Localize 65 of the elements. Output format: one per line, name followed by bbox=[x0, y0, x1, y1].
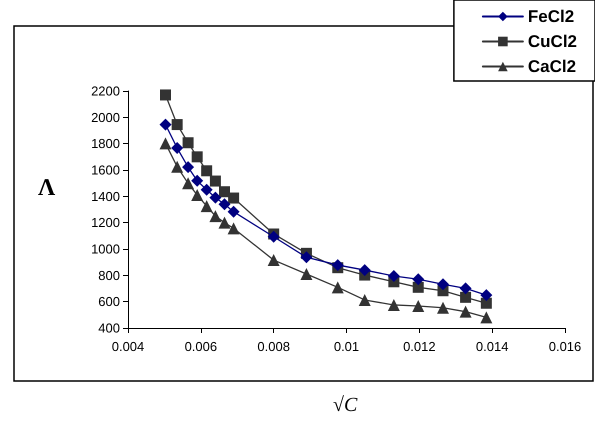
point bbox=[437, 278, 450, 290]
point bbox=[210, 176, 221, 187]
point bbox=[268, 254, 280, 266]
point bbox=[182, 177, 194, 190]
point bbox=[172, 119, 183, 130]
point bbox=[480, 311, 492, 324]
y-tick-label: 1400 bbox=[91, 188, 120, 204]
point bbox=[200, 200, 213, 212]
point bbox=[201, 165, 212, 176]
point bbox=[460, 292, 472, 303]
x-tick-label: 0.014 bbox=[476, 339, 508, 354]
point bbox=[332, 281, 344, 294]
point bbox=[300, 251, 312, 264]
point bbox=[192, 151, 203, 162]
legend-label: CaCl2 bbox=[528, 57, 576, 76]
y-tick-label: 400 bbox=[98, 320, 120, 336]
point bbox=[228, 206, 240, 218]
point bbox=[182, 161, 194, 174]
legend-label: FeCl2 bbox=[528, 7, 574, 26]
y-tick-label: 1800 bbox=[91, 136, 120, 152]
point bbox=[228, 192, 240, 204]
point bbox=[160, 137, 172, 150]
y-tick-label: 800 bbox=[98, 268, 120, 283]
point bbox=[480, 289, 492, 302]
y-tick-label: 1200 bbox=[91, 215, 120, 230]
point bbox=[300, 268, 312, 280]
y-tick-label: 2000 bbox=[91, 110, 120, 125]
y-tick-label: 2200 bbox=[91, 84, 120, 98]
point bbox=[228, 222, 240, 234]
x-tick-label: 0.004 bbox=[112, 339, 144, 354]
point bbox=[191, 189, 204, 202]
point bbox=[332, 259, 344, 272]
point bbox=[268, 230, 280, 243]
x-tick-label: 0.012 bbox=[403, 339, 436, 354]
point bbox=[171, 160, 184, 173]
point bbox=[358, 264, 371, 276]
point bbox=[191, 174, 204, 187]
point bbox=[460, 306, 472, 318]
point bbox=[388, 270, 400, 282]
x-tick-label: 0.008 bbox=[257, 339, 290, 354]
point bbox=[218, 198, 231, 210]
point bbox=[209, 210, 222, 222]
point bbox=[160, 118, 172, 131]
y-tick-label: 1000 bbox=[91, 242, 120, 256]
x-axis-title: √C bbox=[333, 394, 358, 416]
point bbox=[388, 298, 400, 311]
legend-label: CuCl2 bbox=[528, 32, 578, 51]
point bbox=[171, 142, 184, 154]
y-tick-label: 600 bbox=[98, 294, 120, 310]
point bbox=[358, 294, 371, 306]
x-tick-label: 0.006 bbox=[184, 339, 218, 354]
point bbox=[412, 273, 424, 286]
x-tick-label: 0.01 bbox=[334, 339, 360, 354]
point bbox=[200, 184, 213, 196]
point bbox=[412, 300, 424, 312]
point bbox=[460, 282, 472, 294]
point bbox=[182, 137, 194, 148]
point bbox=[219, 186, 230, 198]
point bbox=[218, 216, 231, 229]
point bbox=[209, 192, 222, 204]
x-tick-label: 0.016 bbox=[548, 339, 582, 354]
point bbox=[160, 89, 172, 100]
y-axis-title: Λ bbox=[38, 175, 56, 201]
point bbox=[437, 302, 450, 314]
y-tick-label: 1600 bbox=[91, 162, 120, 178]
